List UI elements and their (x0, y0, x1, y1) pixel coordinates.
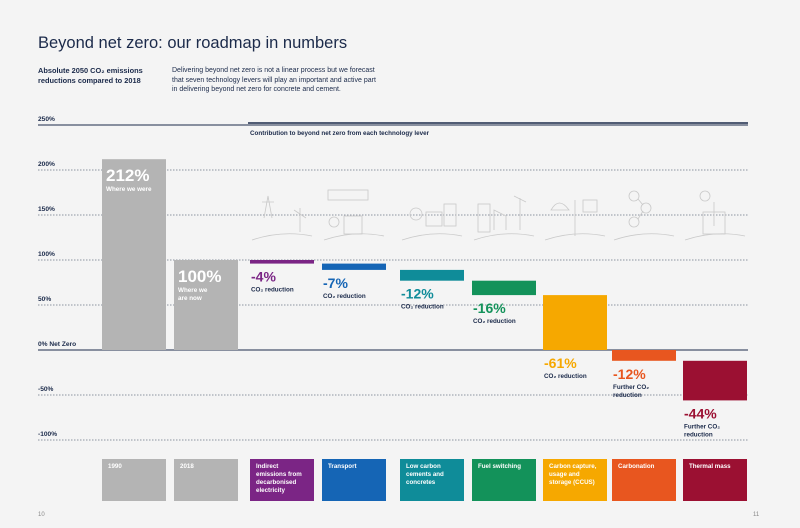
y-tick-label: 150% (38, 206, 55, 213)
bar-value-label: 100% (178, 267, 221, 286)
turbine-shape (513, 195, 527, 230)
bar-caption: CO₂ reduction (401, 304, 444, 311)
ground-line (323, 233, 385, 241)
building-shape (443, 203, 457, 227)
y-tick-label: 200% (38, 161, 55, 168)
thermal-building-icon (684, 190, 746, 241)
category-label: 2018 (174, 459, 238, 501)
tree-shape (328, 216, 340, 228)
waterfall-bar (612, 350, 676, 361)
category-label: Carbonation (612, 459, 676, 501)
bar-caption: CO₂ reduction (544, 373, 587, 380)
bar-value-label: -16% (473, 300, 506, 316)
y-tick-label: 50% (38, 296, 51, 303)
bar-value-label: -44% (684, 405, 717, 421)
cloud-shape (550, 202, 570, 211)
silo-shape (425, 211, 443, 227)
ground-line (251, 233, 313, 241)
category-label: Fuel switching (472, 459, 536, 501)
molecule-node (628, 190, 640, 202)
bar-caption: CO₂ reduction (473, 318, 516, 325)
bar-caption: Where we were (106, 186, 152, 193)
waterfall-bar (683, 360, 747, 401)
plant-shape (582, 199, 598, 213)
page-number-left: 10 (38, 512, 45, 518)
mixer-drum (409, 207, 423, 221)
bar-caption: CO₂ reduction (323, 293, 366, 300)
category-label: Low carbon cements and concretes (400, 459, 464, 501)
ground-line (473, 233, 535, 241)
waterfall-bar (250, 260, 314, 264)
bar-value-label: 212% (106, 166, 149, 185)
bar-caption: Further CO₂ reduction (613, 384, 649, 399)
bar-2018 (174, 260, 238, 350)
waterfall-bar (322, 263, 386, 270)
molecule-bond (637, 198, 644, 220)
molecule-node (640, 202, 652, 214)
carbonation-icon (613, 190, 675, 241)
page-number-right: 11 (753, 512, 760, 518)
ground-line (613, 233, 675, 241)
waterfall-bar (400, 269, 464, 281)
category-label: 1990 (102, 459, 166, 501)
chart-subtitle: Absolute 2050 CO₂ emissions reductions c… (38, 66, 143, 85)
page-title: Beyond net zero: our roadmap in numbers (38, 34, 348, 52)
category-label: Carbon capture, usage and storage (CCUS) (543, 459, 607, 501)
y-tick-label: 250% (38, 116, 55, 123)
ground-line (401, 233, 463, 241)
ground-line (684, 233, 746, 241)
bar-caption: Further CO₂ reduction (684, 423, 720, 438)
factory-shape (477, 203, 491, 233)
truck-shape (343, 215, 363, 235)
bar-value-label: -12% (613, 366, 646, 382)
bar-value-label: -12% (401, 286, 434, 302)
description-text: Delivering beyond net zero is not a line… (172, 67, 376, 93)
category-label: Indirect emissions from decarbonised ele… (250, 459, 314, 501)
bar-value-label: -7% (323, 275, 348, 291)
train-shape (327, 189, 369, 201)
bar-1990 (102, 159, 166, 350)
y-tick-label: 0% Net Zero (38, 341, 76, 348)
pylon-wind-icon (251, 195, 313, 241)
category-label: Thermal mass (683, 459, 747, 501)
y-tick-label: -50% (38, 386, 54, 393)
factory-roof (493, 209, 507, 230)
waterfall-bar (472, 280, 536, 296)
turbine-shape (293, 208, 307, 232)
ccus-icon (544, 199, 606, 241)
category-label: Transport (322, 459, 386, 501)
bar-value-label: -61% (544, 355, 577, 371)
cement-mixer-icon (401, 203, 463, 241)
sun-shape (699, 190, 711, 202)
waterfall-bar (543, 295, 607, 350)
bar-value-label: -4% (251, 269, 276, 285)
truck-train-icon (323, 189, 385, 241)
icon-strip (251, 189, 746, 241)
y-tick-label: -100% (38, 431, 57, 438)
contribution-label: Contribution to beyond net zero from eac… (250, 130, 430, 137)
molecule-node (628, 216, 640, 228)
y-tick-label: 100% (38, 251, 55, 258)
bar-caption: Where we are now (178, 287, 208, 302)
bar-caption: CO₂ reduction (251, 287, 294, 294)
pylon-shape (262, 195, 274, 219)
factory-wind-icon (473, 195, 535, 241)
